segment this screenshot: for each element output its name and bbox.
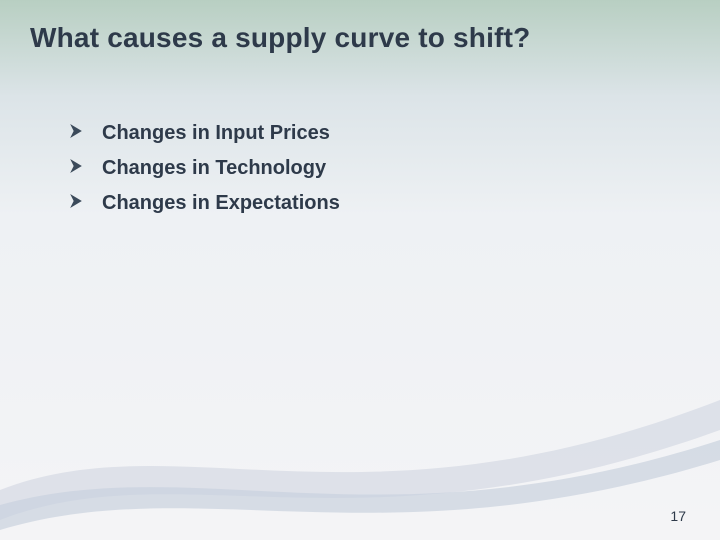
decorative-swoosh [0, 340, 720, 540]
bullet-text: Changes in Input Prices [102, 120, 330, 147]
slide: What causes a supply curve to shift? Cha… [0, 0, 720, 540]
bullet-list: Changes in Input Prices Changes in Techn… [70, 120, 680, 225]
page-number: 17 [670, 508, 686, 524]
list-item: Changes in Expectations [70, 190, 680, 217]
bullet-arrow-icon [70, 194, 84, 214]
bullet-text: Changes in Technology [102, 155, 326, 182]
slide-title: What causes a supply curve to shift? [30, 22, 690, 54]
list-item: Changes in Input Prices [70, 120, 680, 147]
bullet-arrow-icon [70, 159, 84, 179]
list-item: Changes in Technology [70, 155, 680, 182]
bullet-text: Changes in Expectations [102, 190, 340, 217]
bullet-arrow-icon [70, 124, 84, 144]
